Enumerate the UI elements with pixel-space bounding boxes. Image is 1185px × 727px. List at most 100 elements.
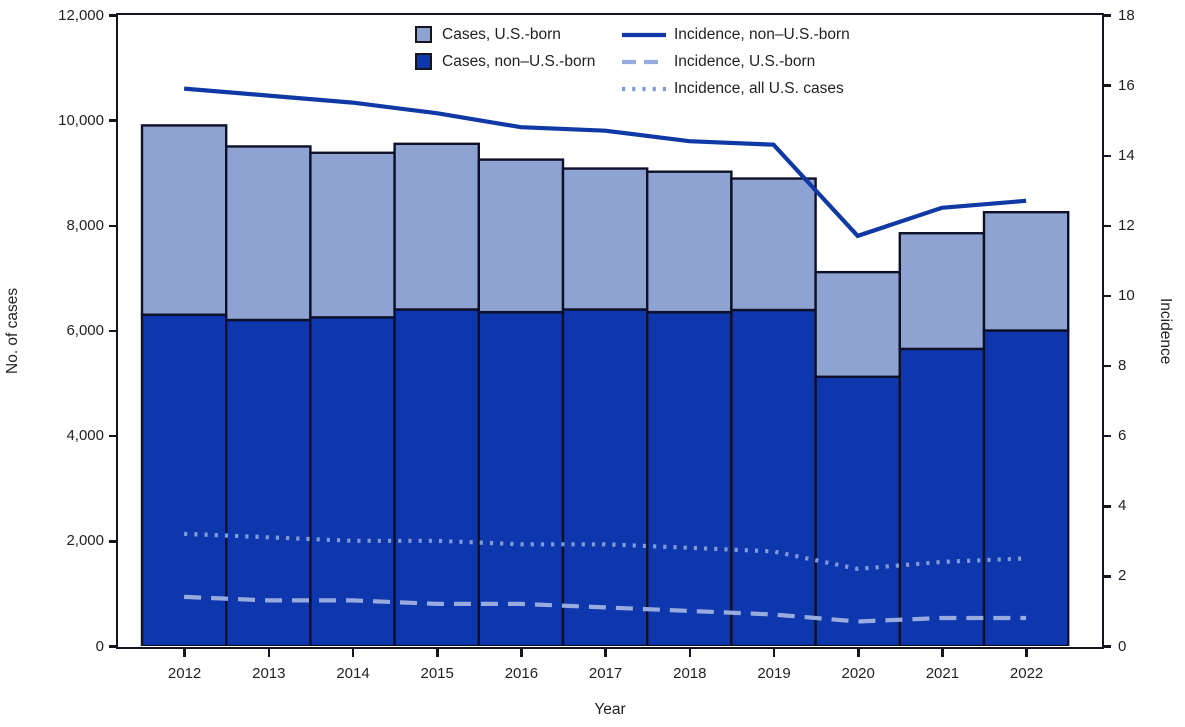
bar-segment-non-us-born-2013 <box>224 318 312 646</box>
left-axis-tick <box>109 119 116 122</box>
left-axis-tick <box>109 14 116 17</box>
bar-segment-non-us-born-2012 <box>140 313 228 646</box>
right-axis-tick-label: 4 <box>1118 497 1127 515</box>
x-axis-tick <box>857 649 860 657</box>
left-axis-tick <box>109 329 116 333</box>
right-axis-tick-label: 10 <box>1118 286 1135 304</box>
right-axis-tick-label: 6 <box>1118 427 1127 445</box>
x-axis-tick-label: 2014 <box>336 665 370 682</box>
legend-item-incidence-non-us-born: Incidence, non–U.S.-born <box>621 21 850 48</box>
legend-item-cases-non-us-born: Cases, non–U.S.-born <box>415 48 595 75</box>
bar-segment-us-born-2017 <box>561 167 649 311</box>
chart-canvas <box>140 86 1070 646</box>
left-axis-tick-label: 0 <box>95 637 104 655</box>
right-axis-tick-label: 0 <box>1118 637 1127 655</box>
legend-item-cases-us-born: Cases, U.S.-born <box>415 21 595 48</box>
plot-area <box>116 13 1104 649</box>
bar-segment-us-born-2019 <box>730 177 817 312</box>
bar-segment-us-born-2013 <box>224 145 312 322</box>
legend-lines-column: Incidence, non–U.S.-born Incidence, U.S.… <box>621 21 850 102</box>
legend-line-swatch <box>622 59 666 64</box>
bar-segment-non-us-born-2016 <box>477 310 565 646</box>
left-axis-tick <box>109 645 116 648</box>
x-axis-tick <box>520 649 523 657</box>
legend-swatch-cases-non-us-born <box>415 53 432 70</box>
x-axis-tick <box>351 649 355 657</box>
legend-swatch-cases-us-born <box>415 26 432 43</box>
x-axis-tick <box>267 649 271 657</box>
legend-line-swatch <box>622 86 666 91</box>
bar-segment-non-us-born-2014 <box>309 316 396 646</box>
bar-segment-us-born-2021 <box>898 232 986 351</box>
legend-item-incidence-us-born: Incidence, U.S.-born <box>621 48 850 75</box>
left-axis-tick-label: 12,000 <box>58 6 104 24</box>
right-axis-tick <box>1104 505 1111 508</box>
legend-label: Incidence, non–U.S.-born <box>674 25 850 43</box>
right-axis-tick <box>1104 575 1111 578</box>
right-axis-tick <box>1104 294 1111 298</box>
bar-segment-us-born-2016 <box>477 158 565 314</box>
legend-label: Incidence, all U.S. cases <box>674 79 844 97</box>
right-axis-tick <box>1104 364 1111 368</box>
x-axis-tick <box>183 649 186 657</box>
x-axis-tick <box>1025 649 1028 657</box>
left-axis-tick <box>109 224 116 228</box>
right-axis-tick <box>1104 645 1111 648</box>
left-axis-tick-label: 2,000 <box>66 532 104 550</box>
x-axis-tick <box>688 649 692 657</box>
x-axis-tick-label: 2016 <box>504 665 539 682</box>
legend-label: Cases, non–U.S.-born <box>442 52 596 70</box>
left-axis-tick <box>109 540 116 543</box>
right-axis-tick <box>1104 224 1111 228</box>
x-axis-tick-label: 2015 <box>420 665 454 682</box>
x-axis-title: Year <box>594 701 626 718</box>
x-axis-tick-label: 2019 <box>757 665 791 682</box>
x-axis-tick <box>772 649 776 657</box>
bar-segment-us-born-2020 <box>814 270 901 378</box>
x-axis-tick-label: 2013 <box>252 665 286 682</box>
legend-line-swatch <box>622 32 666 37</box>
x-axis-tick-label: 2018 <box>673 665 707 682</box>
right-axis-tick-label: 2 <box>1118 567 1127 585</box>
left-axis-tick-label: 6,000 <box>66 322 104 339</box>
x-axis-tick-label: 2022 <box>1009 665 1044 682</box>
bar-segment-non-us-born-2022 <box>982 329 1070 646</box>
bar-segment-non-us-born-2018 <box>646 310 733 646</box>
bar-segment-us-born-2015 <box>393 142 481 311</box>
legend-item-incidence-all-us-cases: Incidence, all U.S. cases <box>621 75 850 102</box>
right-axis-tick-label: 8 <box>1118 357 1127 375</box>
bar-segment-us-born-2012 <box>140 124 228 316</box>
bar-segment-us-born-2018 <box>646 170 733 314</box>
left-axis-title: No. of cases <box>4 287 21 375</box>
bar-segment-non-us-born-2017 <box>561 308 649 646</box>
legend-label: Incidence, U.S.-born <box>674 52 816 70</box>
right-axis-tick-label: 16 <box>1118 76 1135 94</box>
line-incidence-us-born <box>184 594 1027 624</box>
left-axis-tick-label: 8,000 <box>66 216 104 234</box>
x-axis-tick <box>436 649 439 657</box>
bar-segment-non-us-born-2021 <box>898 347 986 646</box>
right-axis-tick <box>1104 154 1111 158</box>
left-axis-tick-label: 10,000 <box>58 111 104 129</box>
x-axis-tick-label: 2021 <box>925 665 960 682</box>
x-axis-tick <box>604 649 607 657</box>
right-axis-tick-label: 18 <box>1118 6 1135 24</box>
legend-bars-column: Cases, U.S.-born Cases, non–U.S.-born <box>415 21 595 75</box>
bar-segment-us-born-2022 <box>982 210 1070 332</box>
left-axis-tick-label: 4,000 <box>66 427 104 445</box>
right-axis-tick <box>1104 14 1111 17</box>
right-axis-tick-label: 14 <box>1118 146 1135 164</box>
x-axis-tick-label: 2017 <box>588 665 623 682</box>
right-axis-tick <box>1104 434 1111 438</box>
bar-segment-non-us-born-2019 <box>730 308 817 646</box>
right-axis-tick-label: 12 <box>1118 216 1135 234</box>
left-axis-tick <box>109 434 116 438</box>
bar-segment-non-us-born-2015 <box>393 308 481 646</box>
legend-label: Cases, U.S.-born <box>442 25 561 43</box>
bar-segment-non-us-born-2020 <box>814 375 901 646</box>
bar-segment-us-born-2014 <box>309 151 396 319</box>
x-axis-tick <box>941 649 944 657</box>
right-axis-title: Incidence <box>1157 297 1174 365</box>
line-incidence-all-us-cases <box>184 531 1027 572</box>
